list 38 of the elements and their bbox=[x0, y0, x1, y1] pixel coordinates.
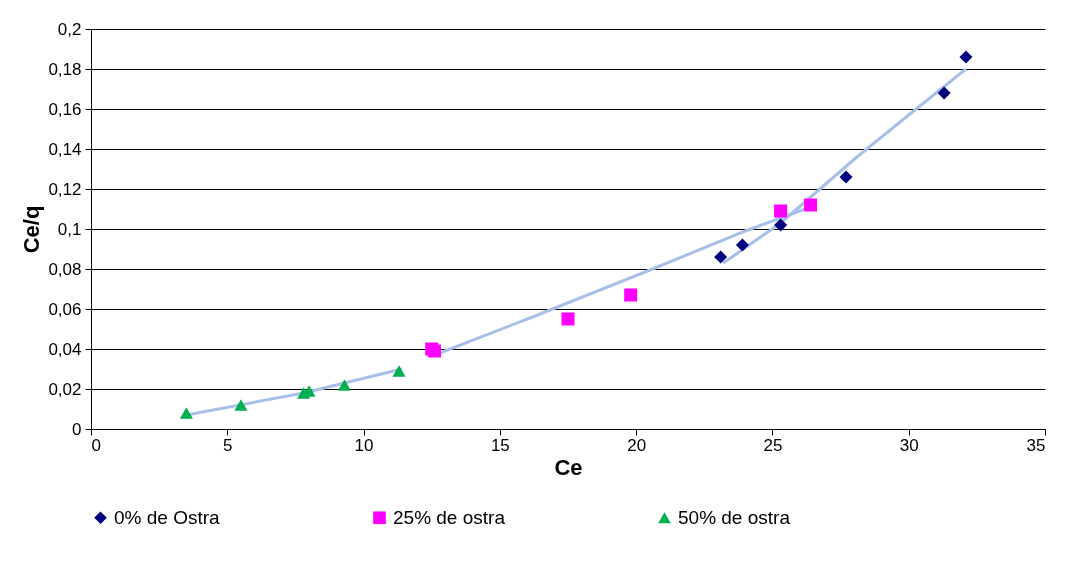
legend-label: 0% de Ostra bbox=[114, 506, 221, 528]
point bbox=[735, 238, 749, 252]
y-tick-label: 0,02 bbox=[48, 379, 82, 399]
x-tick-label: 30 bbox=[899, 435, 919, 455]
y-tick-label: 0,08 bbox=[48, 259, 82, 279]
x-tick-label: 35 bbox=[1026, 435, 1046, 455]
legend-label: 50% de ostra bbox=[678, 506, 791, 528]
point bbox=[234, 399, 248, 411]
point bbox=[561, 312, 575, 326]
y-tick-label: 0,06 bbox=[48, 299, 82, 319]
point bbox=[804, 198, 818, 212]
y-tick-label: 0,16 bbox=[48, 99, 82, 119]
point bbox=[392, 365, 406, 377]
point bbox=[337, 379, 352, 391]
y-axis-title: Ce/q bbox=[19, 205, 45, 254]
y-tick-label: 0,04 bbox=[48, 339, 82, 359]
x-axis-title: Ce bbox=[554, 454, 583, 480]
point bbox=[937, 86, 951, 100]
point bbox=[624, 288, 638, 302]
point bbox=[774, 218, 788, 232]
point bbox=[714, 250, 728, 264]
x-tick-label: 10 bbox=[354, 435, 374, 455]
point bbox=[959, 50, 973, 64]
point bbox=[774, 204, 788, 218]
x-tick-label: 0 bbox=[91, 435, 101, 455]
y-tick-label: 0,18 bbox=[48, 59, 82, 79]
y-tick-label: 0 bbox=[72, 419, 82, 439]
y-tick-label: 0,12 bbox=[48, 179, 82, 199]
point bbox=[179, 407, 193, 419]
x-tick-label: 15 bbox=[490, 435, 510, 455]
y-tick-label: 0,14 bbox=[48, 139, 82, 159]
y-tick-label: 0,2 bbox=[57, 19, 82, 39]
point bbox=[839, 170, 853, 184]
legend-label: 25% de ostra bbox=[393, 506, 506, 528]
x-tick-label: 20 bbox=[627, 435, 647, 455]
x-tick-label: 25 bbox=[763, 435, 783, 455]
x-tick-label: 5 bbox=[223, 435, 233, 455]
y-tick-label: 0,1 bbox=[57, 219, 82, 239]
